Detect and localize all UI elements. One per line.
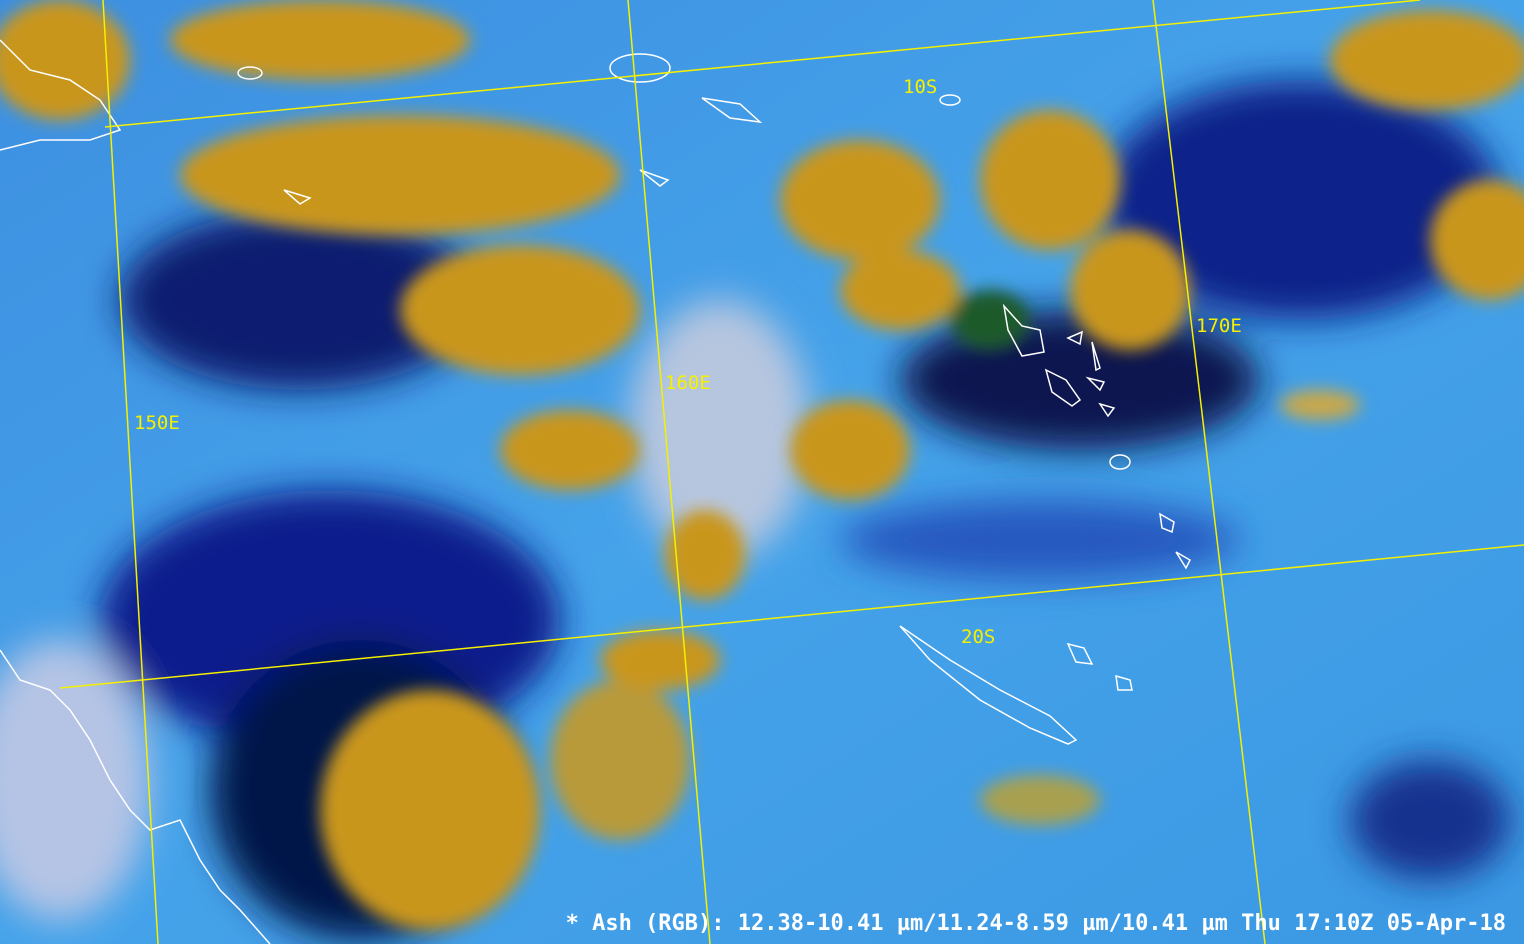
lat-lon-grid — [59, 0, 1524, 944]
coastlines — [0, 39, 1191, 944]
lat-label-20s: 20S — [961, 626, 995, 648]
lon-label-170e: 170E — [1196, 315, 1242, 337]
latitude-line-20s — [59, 544, 1524, 689]
longitude-line-160e — [627, 0, 711, 944]
longitude-line-150e — [102, 0, 159, 944]
lat-label-10s: 10S — [903, 76, 937, 98]
lon-label-160e: 160E — [665, 372, 711, 394]
longitude-line-170e — [1152, 0, 1266, 944]
image-caption: * Ash (RGB): 12.38-10.41 µm/11.24-8.59 µ… — [566, 911, 1506, 936]
lon-label-150e: 150E — [134, 412, 180, 434]
latitude-line-10s — [104, 0, 1421, 128]
